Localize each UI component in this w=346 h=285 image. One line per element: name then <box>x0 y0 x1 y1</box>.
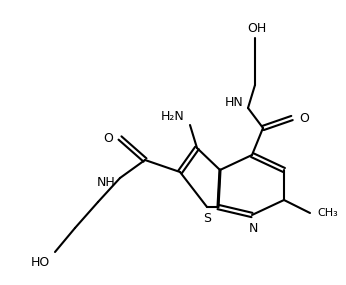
Text: HN: HN <box>224 97 243 109</box>
Text: N: N <box>248 222 258 235</box>
Text: CH₃: CH₃ <box>317 208 338 218</box>
Text: HO: HO <box>31 255 50 268</box>
Text: O: O <box>103 131 113 144</box>
Text: NH: NH <box>96 176 115 190</box>
Text: O: O <box>299 111 309 125</box>
Text: H₂N: H₂N <box>161 111 185 123</box>
Text: OH: OH <box>247 21 267 34</box>
Text: S: S <box>203 212 211 225</box>
